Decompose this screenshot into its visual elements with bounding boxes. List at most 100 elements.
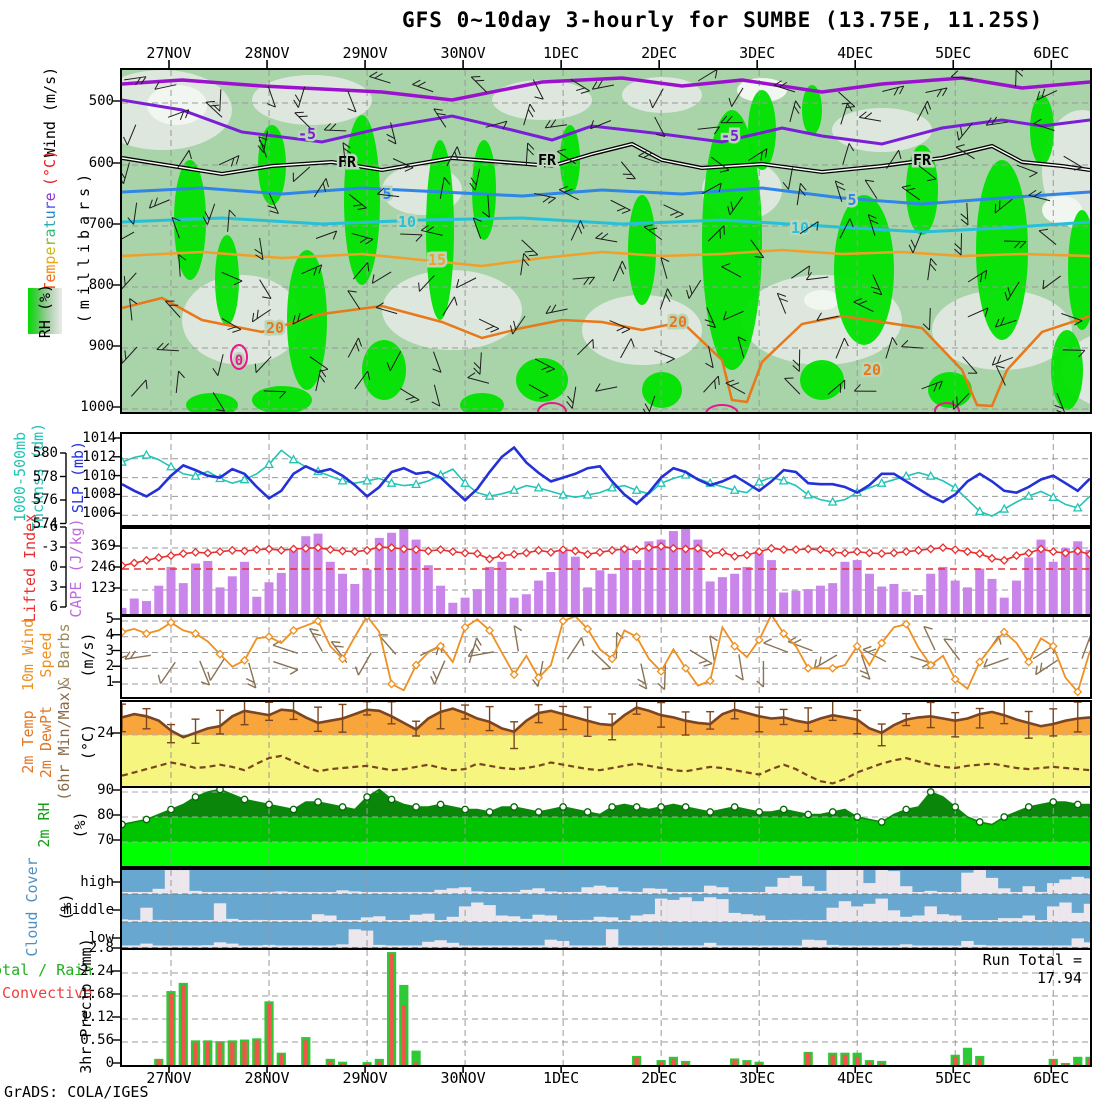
date-label-bottom: 3DEC [739, 1069, 776, 1087]
svg-text:15: 15 [428, 251, 446, 269]
cloud-bar [728, 945, 741, 948]
rh2m-label: 2m RH [35, 802, 53, 848]
cloud-bar [900, 916, 913, 922]
cloud-bar [973, 920, 986, 922]
convective-bar [805, 1052, 811, 1065]
temp-area-fill [122, 707, 1090, 738]
svg-text:-5: -5 [298, 125, 316, 143]
cloud-bar [716, 899, 729, 922]
temp-dewpt-panel [120, 700, 1092, 788]
cloud-bar [752, 915, 766, 922]
cloud-bar [912, 915, 925, 922]
cloud-bar [299, 945, 312, 948]
thickness-tick-label: 580 [32, 445, 58, 461]
cape-bar [521, 594, 531, 614]
date-label-bottom: 2DEC [641, 1069, 678, 1087]
svg-text:5: 5 [847, 191, 856, 209]
rh-moist-core [976, 160, 1028, 340]
convective-bar [953, 1056, 958, 1065]
convective-bar [328, 1060, 333, 1065]
cape-bar [962, 587, 972, 614]
cloud-bar [973, 944, 986, 948]
cloud-bar [998, 945, 1011, 948]
cloud-bar [238, 892, 251, 894]
temp-tick-label: 24 [97, 725, 114, 741]
date-label-bottom: 6DEC [1033, 1069, 1070, 1087]
cape-bar [632, 560, 642, 614]
cape-axis-label: CAPE (J/kg) [67, 518, 85, 618]
rh-dry-region [252, 75, 372, 125]
cloud-bar [385, 945, 398, 948]
cape-bar [717, 577, 727, 614]
cloud-bar [397, 891, 411, 894]
rain-bar [877, 1060, 887, 1065]
thickness-tick-label: 576 [32, 492, 58, 508]
cape-bar [240, 561, 250, 614]
cloud-bar [299, 920, 312, 922]
cloud-bar [275, 945, 288, 948]
cloud-bar [177, 870, 190, 894]
slp-tick-label: 1012 [82, 448, 116, 465]
temp-line [122, 706, 1090, 739]
cloud-bar [924, 945, 937, 948]
svg-text:20: 20 [266, 319, 284, 337]
cape-bar [852, 560, 862, 614]
cape-bar [999, 597, 1009, 614]
slp-thickness-plot [122, 434, 1090, 525]
cloud-bar [201, 945, 214, 948]
cloud-bar [128, 945, 141, 948]
cloud-bar [1083, 878, 1090, 894]
cape-bar [448, 602, 458, 614]
cape-bar [129, 598, 139, 614]
cloud-bar [483, 892, 496, 894]
cloud-bar [483, 905, 496, 922]
wind10m-panel [120, 615, 1092, 699]
cloud-bar [471, 902, 484, 922]
cape-bar [656, 539, 666, 614]
cape-bar [730, 573, 740, 614]
cape-bar [987, 578, 997, 614]
date-label-top: 2DEC [641, 44, 678, 62]
convective-bar [867, 1061, 872, 1065]
svg-text:FR: FR [913, 151, 932, 169]
cape-bar [509, 597, 519, 614]
wind-tick-label: 2 [105, 658, 114, 675]
rh-moist-core [186, 393, 238, 412]
cloud-bar [900, 944, 913, 948]
rh-moist-core [834, 195, 894, 345]
thickness-tick-label: 578 [32, 468, 58, 485]
cape-bar [766, 560, 776, 614]
cape-tick-label: 123 [90, 580, 116, 596]
convective-bar [168, 993, 174, 1065]
convective-bar [279, 1054, 284, 1065]
cloud-bar [826, 944, 839, 948]
cloud-bar [483, 945, 496, 948]
cape-bar [926, 573, 936, 614]
rh-moist-core [252, 386, 312, 412]
lifted-index-tick-label: 0 [49, 559, 58, 575]
cloud-bar [373, 892, 386, 894]
cape-tick-label: 369 [90, 538, 116, 554]
cloud-bar [777, 920, 790, 922]
cloud-cover-plot [122, 870, 1090, 948]
rh-tick-label: 70 [97, 832, 114, 848]
cloud-bar [961, 872, 974, 894]
cape-bar [877, 586, 887, 614]
cape-bar [399, 529, 409, 614]
cloud-bar [1022, 945, 1035, 948]
cape-bar [411, 539, 421, 614]
cape-bar [472, 589, 482, 614]
cloud-bar [691, 892, 705, 894]
cloud-bar [311, 892, 325, 894]
rh-legend-label: RH (%) [36, 283, 54, 339]
cloud-bar [740, 914, 754, 922]
cloud-bar [998, 888, 1011, 894]
rh-moist-core [460, 393, 504, 412]
contour-15 [122, 248, 1090, 268]
cloud-bar [385, 920, 398, 922]
convective-bar [965, 1062, 970, 1065]
cloud-bar [348, 929, 362, 948]
thickness-label-1: 1000-500mb [11, 431, 29, 523]
cloud-bar [887, 871, 901, 894]
cloud-bar [569, 891, 582, 894]
